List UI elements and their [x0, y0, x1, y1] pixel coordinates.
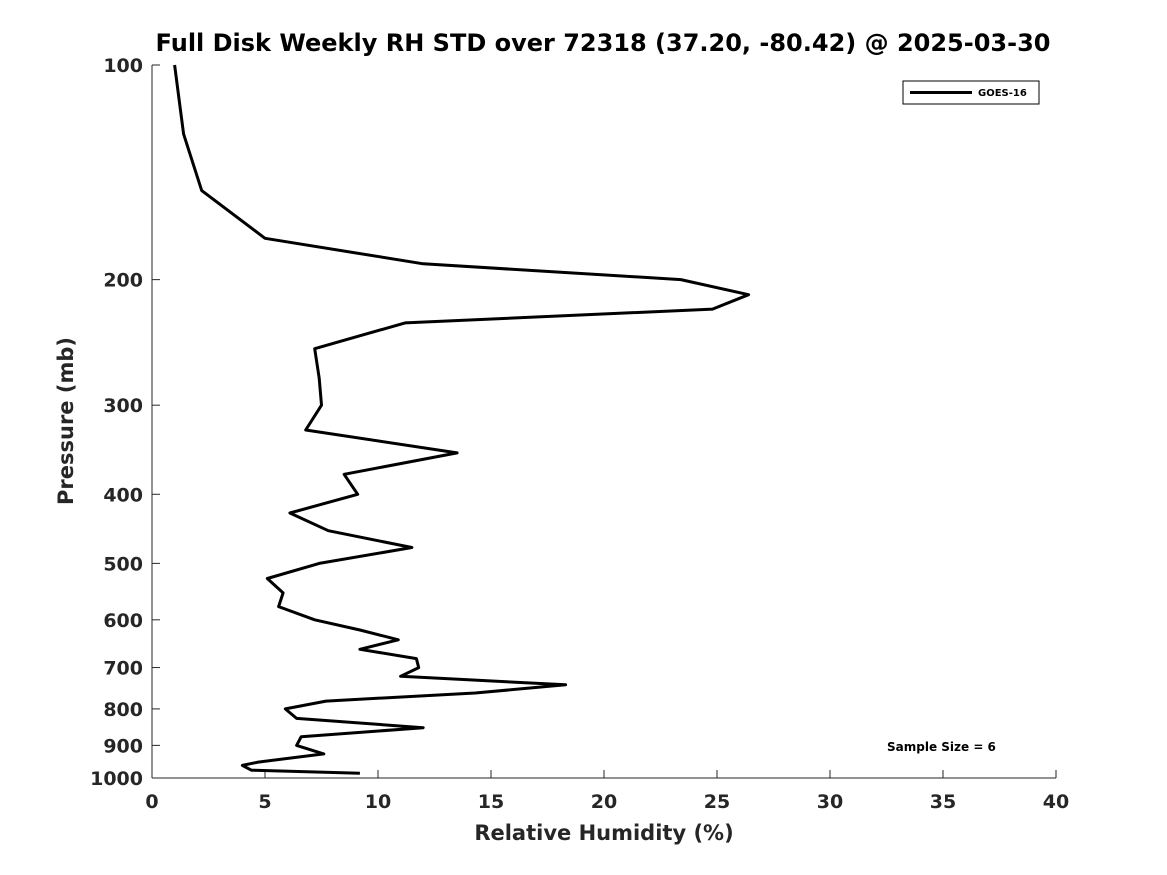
- x-tick-label: 30: [817, 791, 843, 813]
- y-tick-label: 900: [103, 735, 143, 757]
- series-line-goes-16: [173, 64, 751, 775]
- y-axis-label: Pressure (mb): [54, 337, 78, 505]
- y-tick-label: 500: [103, 553, 143, 575]
- plot-area: 0 5 10 15 20 25 30 35 40 100 200 300 400 500 600 700 80…: [90, 55, 1069, 813]
- x-tick-label: 20: [591, 791, 617, 813]
- sample-size-annotation: Sample Size = 6: [887, 740, 996, 754]
- series-layer: [173, 64, 751, 775]
- x-tick-label: 25: [704, 791, 730, 813]
- y-tick-label: 1000: [90, 768, 143, 790]
- x-tick-label: 35: [930, 791, 956, 813]
- y-tick-label: 600: [103, 610, 143, 632]
- x-axis-label: Relative Humidity (%): [474, 821, 733, 845]
- x-tick-label: 40: [1043, 791, 1069, 813]
- y-axis-ticks: 100 200 300 400 500 600 700 800 900 1000: [90, 55, 160, 790]
- y-tick-label: 400: [103, 484, 143, 506]
- x-tick-label: 0: [145, 791, 158, 813]
- x-tick-label: 15: [478, 791, 504, 813]
- chart-title: Full Disk Weekly RH STD over 72318 (37.2…: [156, 29, 1051, 57]
- y-tick-label: 700: [103, 658, 143, 680]
- x-tick-label: 5: [258, 791, 271, 813]
- y-tick-label: 300: [103, 395, 143, 417]
- legend: GOES-16: [902, 80, 1040, 105]
- legend-label-goes-16: GOES-16: [978, 88, 1027, 99]
- x-axis-ticks: 0 5 10 15 20 25 30 35 40: [145, 770, 1069, 813]
- y-tick-label: 800: [103, 699, 143, 721]
- y-tick-label: 100: [103, 55, 143, 77]
- y-tick-label: 200: [103, 270, 143, 292]
- x-tick-label: 10: [365, 791, 391, 813]
